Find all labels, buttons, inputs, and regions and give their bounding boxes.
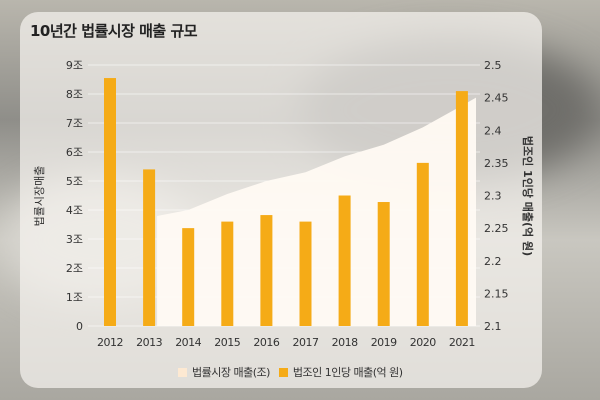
right-tick-label: 2.2 <box>484 255 502 268</box>
bar <box>455 91 468 326</box>
left-tick-label: 3조 <box>66 233 83 246</box>
right-axis-label: 법조인 1인당 매출(억 원) <box>521 136 535 256</box>
right-tick-label: 2.4 <box>484 124 502 137</box>
left-tick-label: 9조 <box>66 59 83 72</box>
bar <box>143 169 156 326</box>
legend-label-bar: 법조인 1인당 매출(억 원) <box>292 366 403 379</box>
x-tick-label: 2015 <box>214 336 240 349</box>
right-tick-label: 2.15 <box>484 287 509 300</box>
x-tick-label: 2021 <box>449 336 475 349</box>
right-tick-label: 2.5 <box>484 59 502 72</box>
area-series <box>157 97 476 326</box>
left-tick-label: 2조 <box>66 262 83 275</box>
left-tick-label: 6조 <box>66 146 83 159</box>
right-tick-label: 2.1 <box>484 320 502 333</box>
right-tick-label: 2.25 <box>484 222 509 235</box>
left-tick-label: 7조 <box>66 117 83 130</box>
x-tick-label: 2018 <box>332 336 358 349</box>
bar <box>377 202 390 326</box>
legend-swatch-area <box>178 367 187 377</box>
bar <box>338 195 351 326</box>
bar <box>416 162 429 326</box>
x-tick-label: 2014 <box>175 336 201 349</box>
legend-label-area: 법률시장 매출(조) <box>192 366 270 379</box>
right-tick-label: 2.45 <box>484 92 509 105</box>
bar <box>182 228 195 326</box>
x-tick-label: 2020 <box>410 336 436 349</box>
left-tick-label: 5조 <box>66 175 83 188</box>
bar <box>221 221 234 326</box>
legend: 법률시장 매출(조) 법조인 1인당 매출(억 원) <box>178 364 403 380</box>
chart-title: 10년간 법률시장 매출 규모 <box>30 22 198 40</box>
x-tick-label: 2013 <box>136 336 162 349</box>
right-tick-label: 2.35 <box>484 157 509 170</box>
bar <box>260 215 273 326</box>
left-tick-label: 1조 <box>66 291 83 304</box>
x-tick-label: 2012 <box>97 336 123 349</box>
x-tick-label: 2017 <box>293 336 319 349</box>
legend-swatch-bar <box>278 367 288 377</box>
left-tick-label: 4조 <box>66 204 83 217</box>
left-axis-label: 법률시장매출 <box>33 166 46 227</box>
left-tick-label: 0 <box>76 320 83 333</box>
left-tick-label: 8조 <box>66 88 83 101</box>
bar <box>104 78 116 326</box>
x-tick-label: 2016 <box>253 336 279 349</box>
right-tick-label: 2.3 <box>484 190 502 203</box>
x-tick-label: 2019 <box>371 336 397 349</box>
bar <box>299 221 312 326</box>
